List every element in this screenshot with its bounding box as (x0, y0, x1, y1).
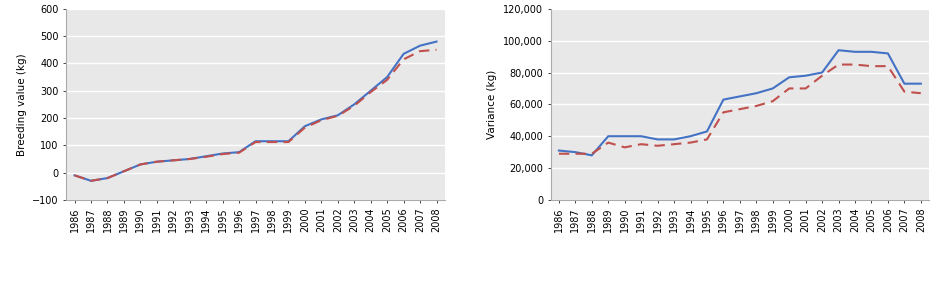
Y-axis label: Variance (kg): Variance (kg) (487, 70, 498, 139)
Animal model (168, 158, 179, 162)
HV model (414, 49, 426, 53)
HV model (381, 78, 392, 81)
HV model (398, 58, 410, 61)
Animal model (233, 150, 245, 154)
Animal model (702, 130, 713, 133)
Animal model (250, 139, 262, 143)
HV model (332, 114, 343, 118)
Animal model (684, 134, 696, 138)
HV model (849, 63, 861, 66)
Animal model (349, 103, 360, 106)
Animal model (899, 82, 910, 86)
Animal model (316, 118, 327, 121)
HV model (668, 142, 680, 146)
HV model (684, 141, 696, 144)
Animal model (554, 149, 565, 152)
Animal model (69, 173, 81, 177)
Animal model (603, 134, 614, 138)
HV model (800, 87, 811, 90)
Line: HV model: HV model (559, 65, 921, 154)
HV model (899, 90, 910, 93)
Animal model (783, 76, 794, 79)
HV model (217, 152, 228, 156)
HV model (702, 138, 713, 141)
HV model (266, 140, 278, 144)
Animal model (570, 150, 581, 154)
Animal model (718, 98, 729, 101)
HV model (69, 173, 81, 177)
Animal model (266, 139, 278, 143)
Animal model (300, 124, 311, 128)
HV model (118, 169, 130, 173)
HV model (915, 91, 926, 95)
Animal model (586, 153, 597, 157)
HV model (101, 176, 113, 180)
Animal model (85, 179, 97, 183)
HV model (349, 104, 360, 108)
HV model (783, 87, 794, 90)
Animal model (201, 154, 212, 158)
Animal model (619, 134, 630, 138)
Animal model (849, 50, 861, 54)
Animal model (767, 87, 778, 90)
HV model (151, 160, 162, 163)
Animal model (398, 52, 410, 56)
Animal model (883, 52, 894, 55)
HV model (554, 152, 565, 156)
Animal model (668, 138, 680, 141)
Animal model (135, 163, 146, 166)
Animal model (635, 134, 647, 138)
Animal model (866, 50, 877, 54)
Animal model (800, 74, 811, 77)
HV model (135, 163, 146, 166)
HV model (767, 99, 778, 103)
HV model (718, 111, 729, 114)
HV model (316, 118, 327, 122)
Animal model (118, 169, 130, 173)
Animal model (652, 138, 664, 141)
HV model (619, 146, 630, 149)
HV model (652, 144, 664, 148)
Animal model (151, 160, 162, 163)
HV model (883, 64, 894, 68)
Animal model (751, 91, 762, 95)
Line: Animal model: Animal model (75, 41, 436, 181)
Animal model (283, 139, 294, 143)
Animal model (915, 82, 926, 86)
Animal model (217, 152, 228, 155)
HV model (430, 48, 442, 51)
HV model (184, 157, 195, 161)
HV model (570, 152, 581, 156)
HV model (751, 104, 762, 108)
Animal model (332, 113, 343, 117)
HV model (635, 142, 647, 146)
Animal model (184, 157, 195, 161)
Line: HV model: HV model (75, 50, 436, 181)
HV model (603, 141, 614, 144)
HV model (283, 140, 294, 144)
Animal model (101, 176, 113, 180)
HV model (866, 64, 877, 68)
HV model (233, 151, 245, 154)
Line: Animal model: Animal model (559, 50, 921, 155)
HV model (250, 140, 262, 144)
Animal model (365, 89, 376, 93)
Animal model (816, 71, 828, 74)
HV model (734, 107, 745, 111)
HV model (365, 90, 376, 94)
HV model (816, 74, 828, 77)
Animal model (833, 49, 845, 52)
HV model (168, 158, 179, 162)
Animal model (430, 40, 442, 43)
HV model (833, 63, 845, 66)
HV model (85, 179, 97, 183)
HV model (586, 152, 597, 156)
HV model (300, 126, 311, 129)
Animal model (414, 44, 426, 47)
Y-axis label: Breeding value (kg): Breeding value (kg) (17, 53, 27, 156)
HV model (201, 155, 212, 158)
Animal model (734, 95, 745, 98)
Animal model (381, 75, 392, 79)
